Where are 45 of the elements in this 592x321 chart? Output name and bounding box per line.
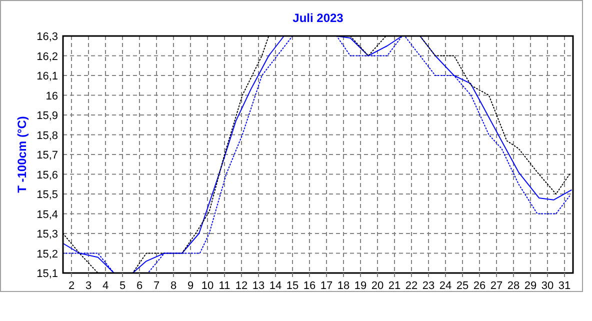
- x-tick-label: 30: [541, 280, 554, 292]
- x-tick-label: 20: [371, 280, 384, 292]
- x-tick-label: 23: [422, 280, 435, 292]
- y-tick-label: 16,1: [36, 70, 58, 82]
- x-tick-label: 14: [269, 280, 282, 292]
- x-tick-label: 29: [524, 280, 537, 292]
- y-tick-label: 15,2: [36, 248, 58, 260]
- y-axis-title: T -100cm (°C): [15, 116, 29, 193]
- x-tick-label: 2: [68, 280, 75, 292]
- x-tick-label: 28: [507, 280, 520, 292]
- y-tick-label: 15,5: [36, 189, 58, 201]
- x-tick-label: 6: [136, 280, 143, 292]
- y-tick-label: 15,8: [36, 130, 58, 142]
- x-tick-label: 7: [153, 280, 160, 292]
- x-tick-label: 19: [354, 280, 367, 292]
- x-tick-label: 11: [218, 280, 230, 292]
- y-tick-label: 15,6: [36, 169, 58, 182]
- x-tick-label: 5: [119, 280, 126, 292]
- x-tick-label: 8: [170, 280, 177, 292]
- x-tick-label: 31: [558, 280, 571, 292]
- y-tick-label: 15,7: [36, 150, 58, 162]
- x-tick-label: 22: [405, 280, 418, 292]
- x-tick-label: 9: [187, 280, 194, 292]
- chart-title: Juli 2023: [292, 11, 344, 25]
- x-tick-label: 13: [252, 280, 265, 292]
- x-tick-label: 3: [85, 280, 92, 292]
- x-tick-label: 26: [473, 280, 486, 292]
- x-tick-label: 27: [490, 280, 503, 292]
- y-tick-label: 15,3: [36, 228, 58, 240]
- x-tick-label: 18: [337, 280, 350, 292]
- x-tick-label: 16: [303, 280, 316, 292]
- x-tick-label: 21: [388, 280, 401, 292]
- x-tick-label: 12: [235, 280, 248, 292]
- y-tick-label: 15,9: [36, 110, 58, 122]
- x-tick-label: 17: [320, 280, 333, 292]
- x-tick-label: 24: [439, 280, 452, 292]
- y-tick-label: 16,3: [36, 31, 58, 43]
- x-tick-label: 4: [102, 280, 109, 292]
- y-tick-label: 15,4: [36, 208, 58, 221]
- x-tick-label: 15: [286, 280, 299, 292]
- y-tick-label: 16: [46, 90, 58, 102]
- y-tick-label: 16,2: [36, 50, 58, 63]
- x-tick-label: 25: [456, 280, 469, 292]
- y-tick-label: 15,1: [36, 268, 58, 280]
- x-tick-label: 10: [201, 280, 214, 292]
